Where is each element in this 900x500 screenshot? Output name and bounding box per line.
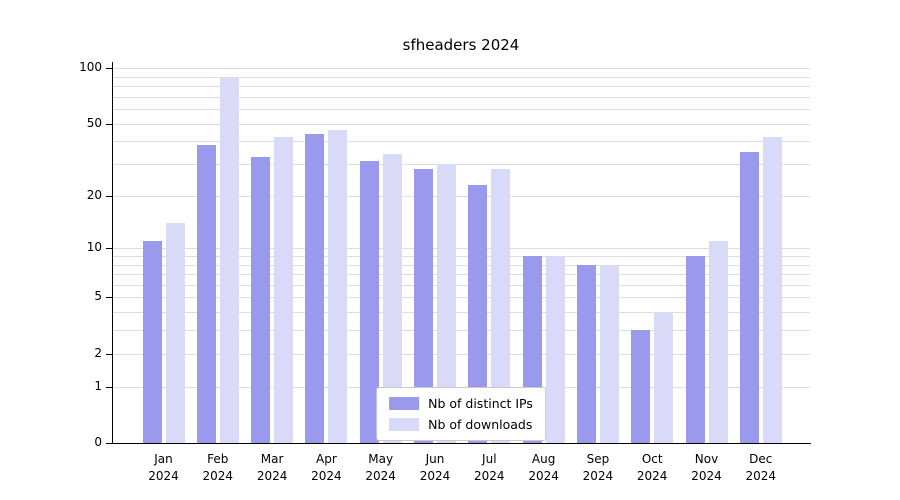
bar-may-distinct-ips bbox=[359, 161, 379, 443]
y-tick bbox=[106, 353, 112, 355]
bar-jun-distinct-ips bbox=[414, 169, 433, 443]
y-tick-label: 100 bbox=[79, 60, 102, 74]
y-tick bbox=[106, 195, 112, 197]
y-tick bbox=[106, 386, 112, 388]
y-tick-label: 10 bbox=[86, 240, 102, 255]
gridline bbox=[112, 248, 810, 250]
x-tick-label: Jan 2024 bbox=[148, 452, 179, 484]
x-tick-label: Mar 2024 bbox=[256, 452, 288, 484]
gridline bbox=[112, 85, 810, 87]
chart-title: sfheaders 2024 bbox=[402, 36, 520, 54]
bar-jan-distinct-ips bbox=[142, 241, 162, 443]
gridline bbox=[112, 123, 810, 125]
gridline bbox=[112, 284, 810, 286]
y-axis-line bbox=[112, 62, 113, 444]
bar-mar-distinct-ips bbox=[251, 156, 271, 443]
bar-nov-distinct-ips bbox=[685, 255, 705, 443]
y-tick-label: 0 bbox=[94, 435, 102, 449]
y-tick-label: 2 bbox=[94, 345, 102, 360]
legend-item-downloads: Nb of downloads bbox=[389, 417, 533, 432]
x-tick-label: Nov 2024 bbox=[691, 452, 722, 484]
gridline bbox=[112, 96, 810, 98]
bar-jun-downloads bbox=[437, 164, 456, 443]
gridline bbox=[112, 264, 810, 266]
bar-nov-downloads bbox=[708, 241, 728, 443]
x-tick-label: Oct 2024 bbox=[636, 452, 668, 484]
x-tick-label: Jul 2024 bbox=[474, 452, 505, 484]
gridline bbox=[112, 274, 810, 275]
legend: Nb of distinct IPs Nb of downloads bbox=[376, 387, 546, 441]
x-tick-label: Aug 2024 bbox=[528, 452, 559, 484]
bar-oct-downloads bbox=[654, 312, 674, 443]
y-tick bbox=[106, 123, 112, 125]
bar-sep-downloads bbox=[599, 264, 619, 443]
x-tick-label: Jun 2024 bbox=[419, 452, 451, 484]
x-axis-line bbox=[112, 443, 811, 444]
x-tick-label: Feb 2024 bbox=[202, 452, 234, 484]
bar-may-downloads bbox=[382, 154, 402, 443]
gridline bbox=[112, 141, 810, 143]
bar-dec-distinct-ips bbox=[739, 151, 759, 443]
gridline bbox=[112, 255, 810, 257]
gridline bbox=[112, 195, 810, 197]
x-tick-label: Sep 2024 bbox=[582, 452, 614, 484]
gridline bbox=[112, 330, 810, 332]
legend-label-downloads: Nb of downloads bbox=[428, 417, 533, 432]
bar-feb-downloads bbox=[219, 78, 239, 443]
gridline bbox=[112, 312, 810, 314]
bar-dec-downloads bbox=[762, 137, 782, 443]
bar-apr-distinct-ips bbox=[305, 133, 325, 443]
x-tick-label: Apr 2024 bbox=[311, 452, 342, 484]
bar-oct-distinct-ips bbox=[631, 330, 651, 443]
y-tick-label: 1 bbox=[94, 378, 102, 393]
gridline bbox=[112, 297, 810, 299]
y-tick bbox=[106, 68, 112, 69]
gridline bbox=[112, 164, 810, 165]
bar-aug-downloads bbox=[545, 255, 565, 443]
bar-mar-downloads bbox=[274, 137, 294, 443]
y-tick bbox=[106, 443, 112, 444]
x-tick-label: Dec 2024 bbox=[745, 452, 777, 484]
bar-jul-distinct-ips bbox=[468, 184, 488, 443]
legend-swatch-distinct-ips bbox=[389, 397, 420, 410]
y-tick-label: 5 bbox=[94, 289, 102, 304]
legend-swatch-downloads bbox=[389, 418, 420, 431]
bar-jan-downloads bbox=[165, 223, 185, 443]
bar-sep-distinct-ips bbox=[576, 264, 596, 443]
legend-label-distinct-ips: Nb of distinct IPs bbox=[428, 396, 533, 411]
gridline bbox=[112, 109, 810, 110]
gridline bbox=[112, 68, 810, 69]
x-tick-label: May 2024 bbox=[365, 452, 396, 484]
y-tick bbox=[106, 297, 112, 299]
y-tick bbox=[106, 248, 112, 250]
gridline bbox=[112, 76, 810, 78]
bar-jul-downloads bbox=[491, 169, 511, 443]
legend-item-distinct-ips: Nb of distinct IPs bbox=[389, 396, 533, 411]
bar-apr-downloads bbox=[328, 130, 348, 443]
y-tick-label: 50 bbox=[86, 115, 102, 130]
y-tick-label: 20 bbox=[86, 187, 102, 202]
gridline bbox=[112, 353, 810, 355]
bar-feb-distinct-ips bbox=[196, 145, 216, 443]
